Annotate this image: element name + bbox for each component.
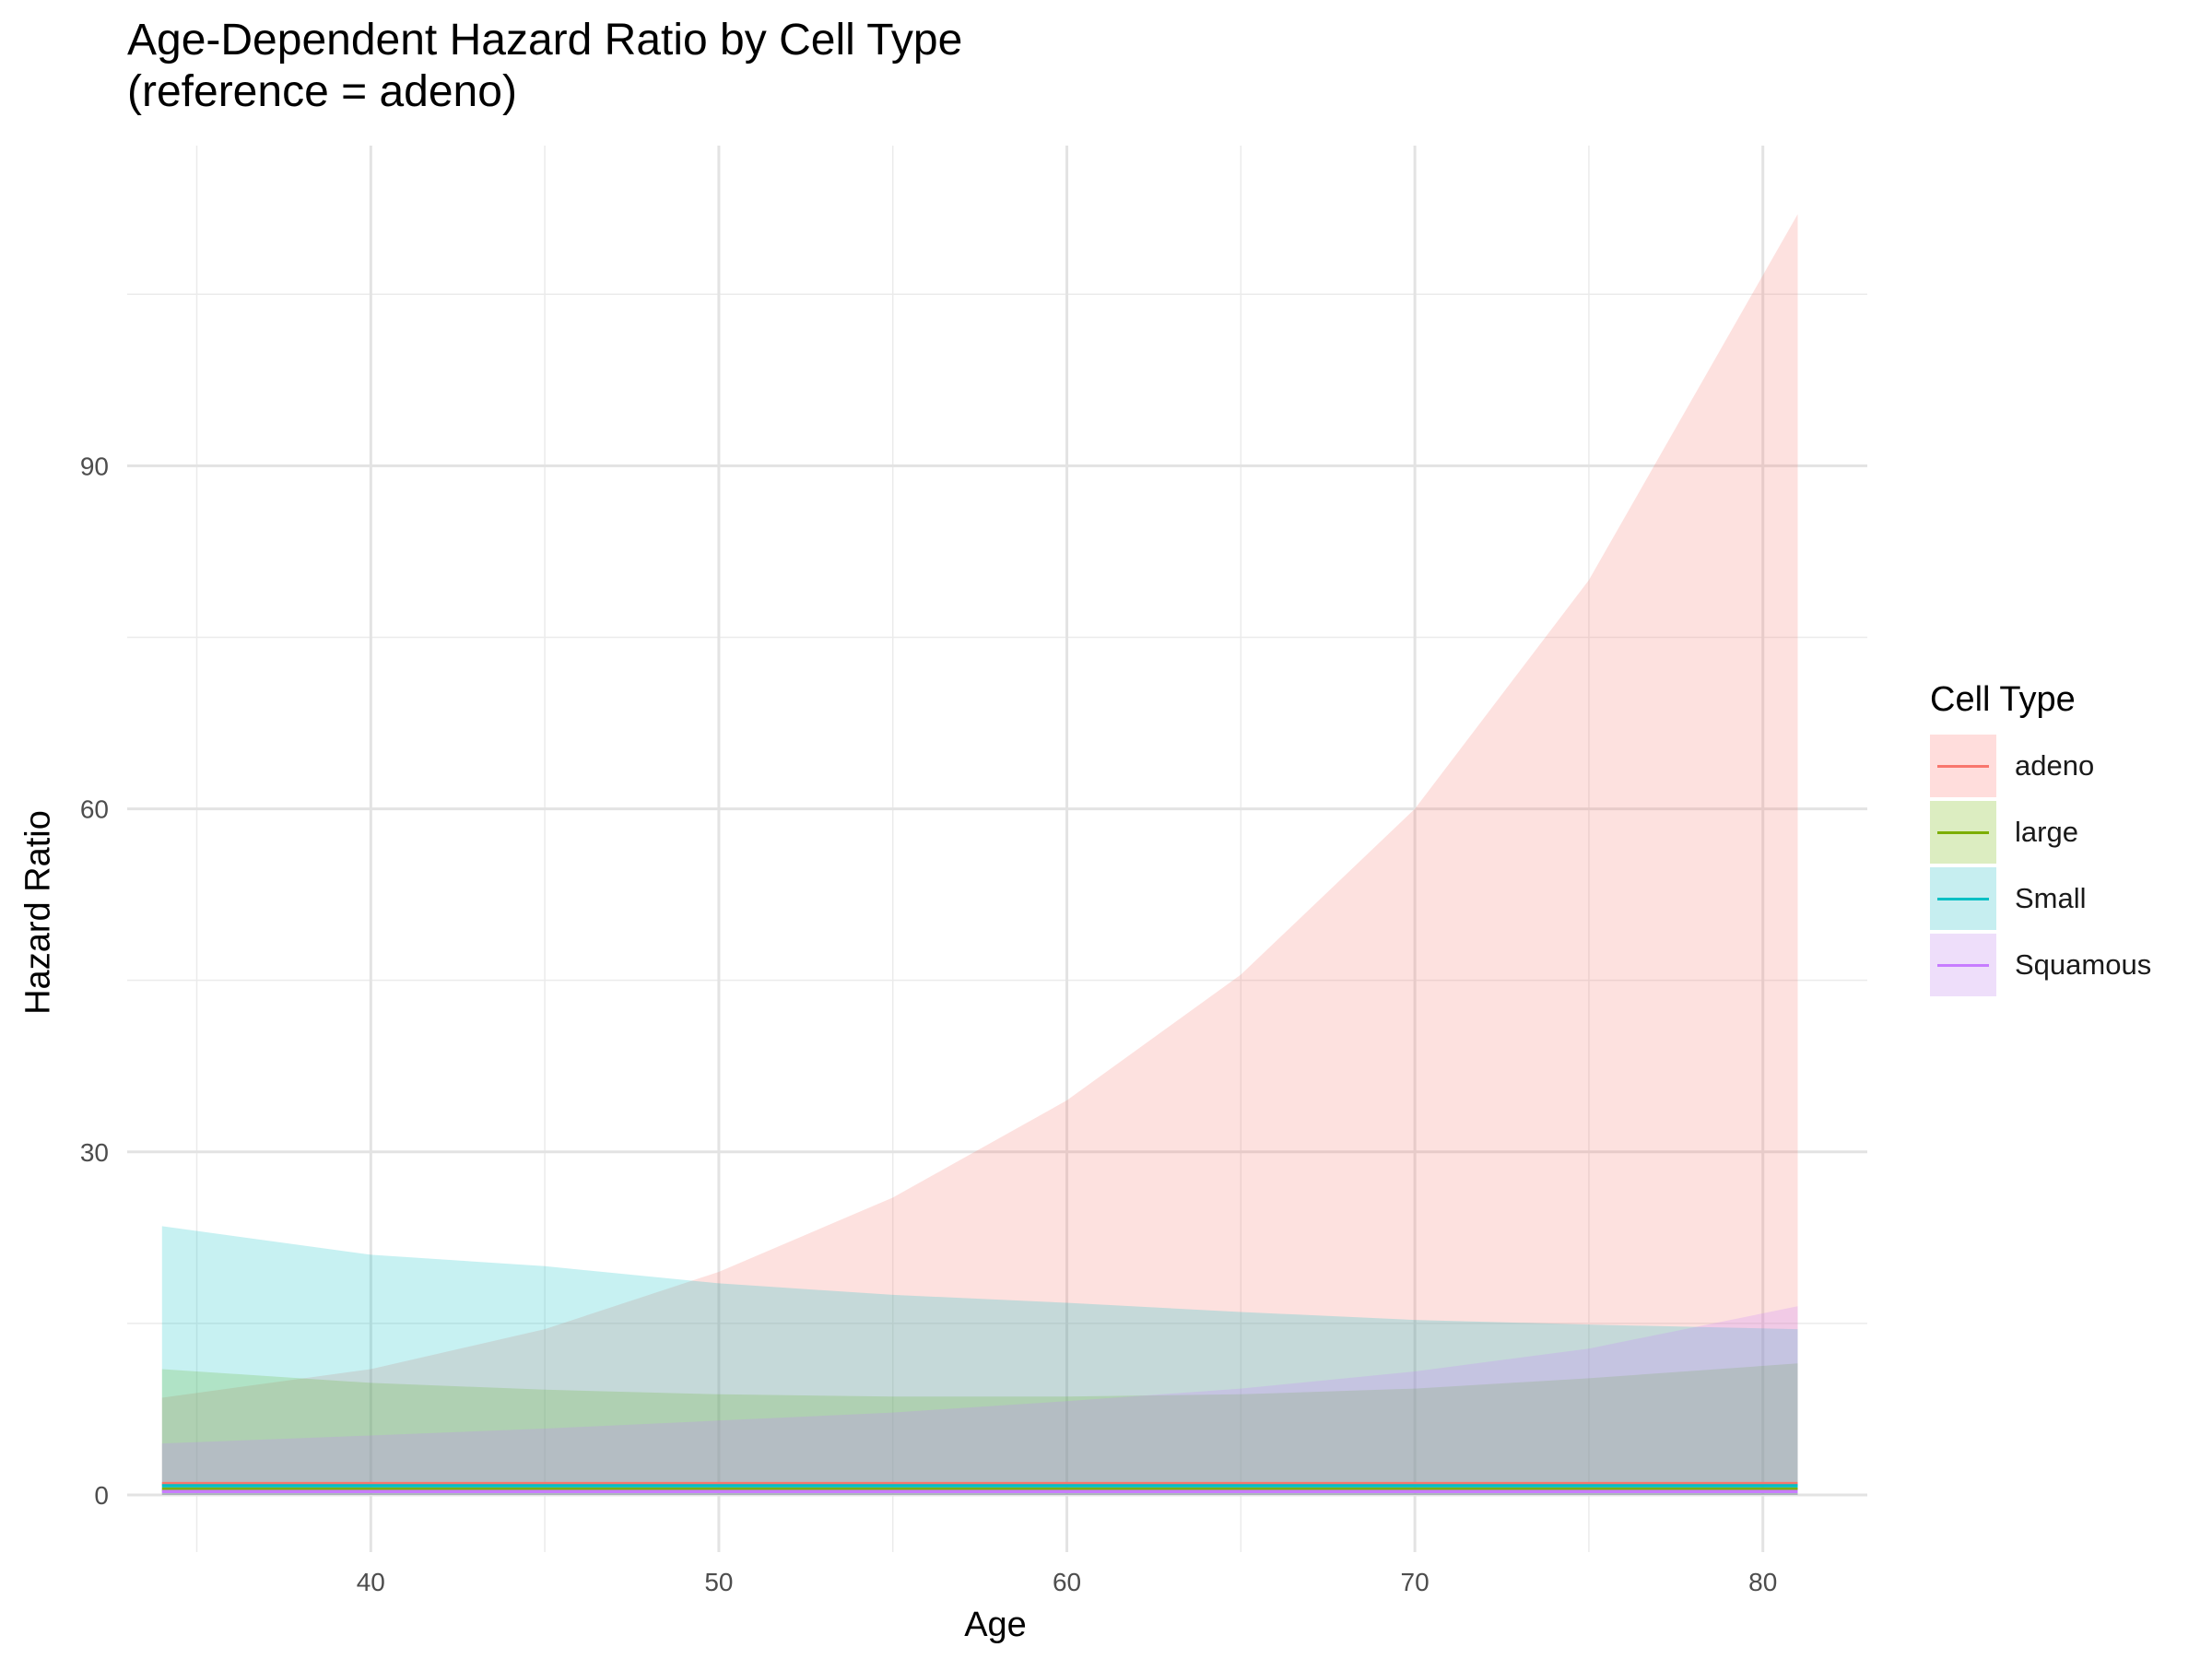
legend-title: Cell Type bbox=[1930, 680, 2076, 719]
legend-key-swatch bbox=[1930, 801, 1996, 864]
major-gridlines bbox=[127, 146, 1867, 1552]
hazard-ratio-lines bbox=[161, 1481, 1798, 1493]
confidence-ribbons bbox=[161, 214, 1798, 1495]
y-tick-label: 0 bbox=[94, 1481, 109, 1510]
ribbon-adeno bbox=[161, 214, 1798, 1495]
ribbon-large bbox=[161, 1363, 1798, 1495]
legend-key-swatch bbox=[1930, 867, 1996, 930]
y-axis-ticks: 0 30 60 90 bbox=[80, 452, 109, 1510]
x-axis-ticks: 40 50 60 70 80 bbox=[357, 1568, 1778, 1596]
y-tick-label: 60 bbox=[80, 795, 109, 824]
legend-item-large: large bbox=[1930, 799, 2151, 865]
x-axis-label: Age bbox=[964, 1606, 1027, 1644]
legend-label: large bbox=[2015, 816, 2078, 848]
x-tick-label: 80 bbox=[1748, 1568, 1777, 1596]
x-tick-label: 60 bbox=[1053, 1568, 1081, 1596]
x-tick-label: 40 bbox=[357, 1568, 385, 1596]
y-tick-label: 90 bbox=[80, 452, 109, 480]
legend-item-squamous: Squamous bbox=[1930, 932, 2151, 998]
y-tick-label: 30 bbox=[80, 1138, 109, 1167]
x-tick-label: 50 bbox=[704, 1568, 733, 1596]
legend-label: adeno bbox=[2015, 749, 2095, 782]
chart-title: Age-Dependent Hazard Ratio by Cell Type … bbox=[127, 15, 962, 118]
ribbon-squamous bbox=[161, 1306, 1798, 1495]
chart-title-line-2: (reference = adeno) bbox=[127, 67, 517, 116]
legend-key-swatch bbox=[1930, 934, 1996, 996]
legend-item-adeno: adeno bbox=[1930, 733, 2151, 799]
legend-key-swatch bbox=[1930, 735, 1996, 797]
legend-label: Squamous bbox=[2015, 948, 2152, 981]
minor-gridlines bbox=[127, 146, 1867, 1552]
chart-title-line-1: Age-Dependent Hazard Ratio by Cell Type bbox=[127, 16, 963, 65]
legend: Cell Type adeno large Small Squamous bbox=[1930, 680, 2151, 998]
legend-label: Small bbox=[2015, 882, 2087, 914]
y-axis-label: Hazard Ratio bbox=[18, 810, 58, 1015]
legend-item-small: Small bbox=[1930, 865, 2151, 932]
ribbon-small bbox=[161, 1226, 1798, 1495]
x-tick-label: 70 bbox=[1401, 1568, 1430, 1596]
